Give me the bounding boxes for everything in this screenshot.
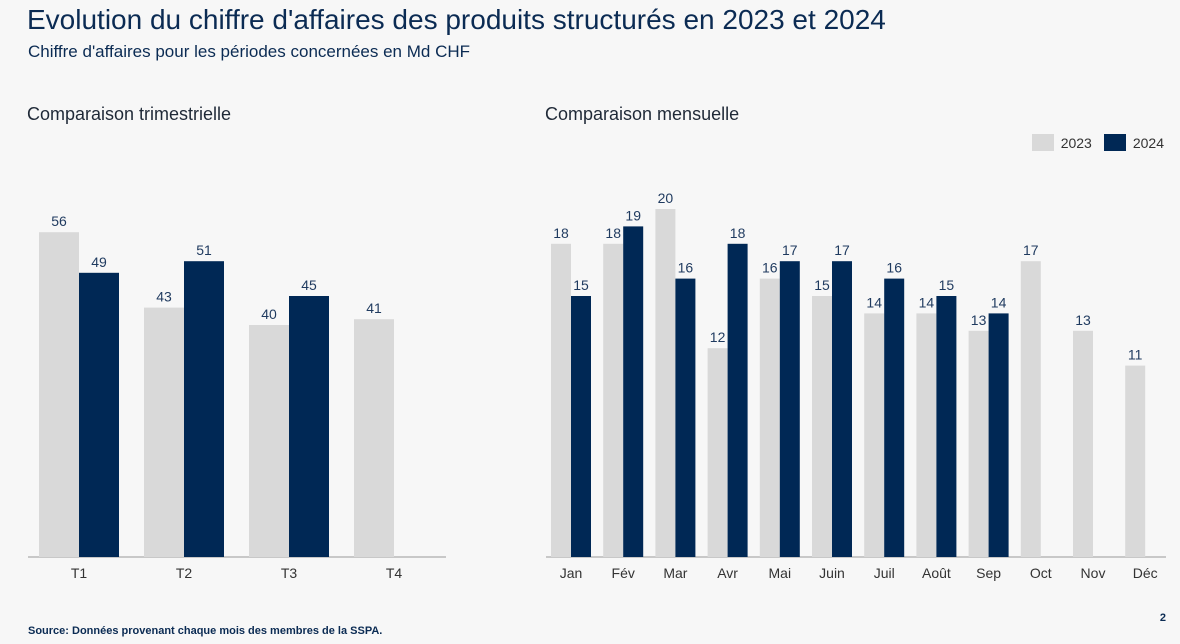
data-label-monthly-2024-1: 19: [625, 207, 641, 223]
tick-label-quarterly-3: T4: [386, 565, 403, 581]
data-label-monthly-2023-10: 13: [1075, 312, 1091, 328]
legend: 2023 2024: [1020, 134, 1164, 151]
tick-label-quarterly-0: T1: [71, 565, 88, 581]
tick-label-monthly-7: Août: [922, 565, 951, 581]
bar-quarterly-2024-1: [184, 261, 224, 557]
data-label-monthly-2024-3: 18: [730, 225, 746, 241]
bar-quarterly-2024-2: [289, 296, 329, 557]
tick-label-monthly-5: Juin: [819, 565, 845, 581]
bar-monthly-2023-5: [812, 296, 832, 557]
data-label-quarterly-2023-1: 43: [156, 289, 172, 305]
bar-quarterly-2023-0: [39, 232, 79, 557]
bar-monthly-2023-1: [603, 243, 624, 558]
bar-monthly-2023-8: [968, 330, 989, 557]
tick-label-monthly-1: Fév: [612, 565, 635, 581]
legend-item-2023: 2023: [1031, 134, 1092, 151]
bar-monthly-2023-11: [1125, 365, 1146, 557]
legend-item-2024: 2024: [1103, 134, 1164, 151]
bar-monthly-2024-0: [571, 296, 591, 557]
bar-monthly-2023-3: [707, 348, 728, 557]
data-label-monthly-2023-8: 13: [971, 312, 987, 328]
bar-quarterly-2024-0: [79, 272, 119, 557]
data-label-monthly-2023-5: 15: [814, 277, 830, 293]
tick-label-monthly-8: Sep: [976, 565, 1001, 581]
data-label-monthly-2024-8: 14: [991, 294, 1007, 310]
data-label-monthly-2023-2: 20: [658, 190, 674, 206]
bar-monthly-2024-2: [675, 278, 696, 557]
bar-monthly-2023-10: [1073, 330, 1093, 557]
monthly-chart-title: Comparaison mensuelle: [545, 104, 740, 124]
legend-swatch-2024: [1103, 134, 1126, 151]
bar-monthly-2024-6: [884, 278, 905, 557]
data-label-quarterly-2023-3: 41: [366, 300, 382, 316]
bar-monthly-2024-8: [988, 313, 1009, 557]
quarterly-chart-title: Comparaison trimestrielle: [27, 104, 232, 124]
data-label-monthly-2023-9: 17: [1023, 242, 1039, 258]
legend-swatch-2023: [1031, 134, 1054, 151]
data-label-monthly-2023-11: 11: [1128, 347, 1143, 363]
bar-monthly-2023-9: [1020, 261, 1041, 557]
bar-monthly-2024-3: [727, 243, 748, 558]
tick-label-monthly-0: Jan: [560, 565, 583, 581]
data-label-quarterly-2024-0: 49: [91, 254, 107, 270]
data-label-quarterly-2023-0: 56: [51, 213, 67, 229]
data-label-monthly-2024-2: 16: [678, 260, 694, 276]
bar-monthly-2023-7: [916, 313, 937, 557]
bar-monthly-2023-0: [551, 243, 571, 558]
data-label-monthly-2024-0: 15: [573, 277, 589, 293]
data-label-quarterly-2023-2: 40: [261, 306, 277, 322]
bar-monthly-2024-5: [832, 261, 852, 557]
legend-label-2024: 2024: [1132, 134, 1164, 151]
data-label-monthly-2023-1: 18: [605, 225, 621, 241]
bar-monthly-2023-6: [864, 313, 885, 557]
bar-monthly-2023-2: [655, 209, 676, 557]
data-label-monthly-2023-0: 18: [553, 225, 569, 241]
data-label-monthly-2024-5: 17: [834, 242, 850, 258]
tick-label-monthly-2: Mar: [663, 565, 687, 581]
bar-quarterly-2023-3: [354, 319, 394, 557]
data-label-quarterly-2024-1: 51: [196, 242, 212, 258]
tick-label-monthly-6: Juil: [874, 565, 895, 581]
tick-label-quarterly-2: T3: [281, 565, 298, 581]
bar-monthly-2024-4: [779, 261, 800, 557]
source-note: Source: Données provenant chaque mois de…: [28, 625, 383, 637]
data-label-monthly-2024-4: 17: [782, 242, 798, 258]
tick-label-monthly-11: Déc: [1133, 565, 1158, 581]
bar-monthly-2023-4: [759, 278, 780, 557]
bar-quarterly-2023-1: [144, 307, 184, 557]
tick-label-monthly-4: Mai: [769, 565, 792, 581]
data-label-monthly-2023-7: 14: [919, 294, 935, 310]
data-label-monthly-2024-6: 16: [886, 260, 902, 276]
tick-label-monthly-3: Avr: [717, 565, 738, 581]
page-title: Evolution du chiffre d'affaires des prod…: [27, 4, 886, 35]
data-label-monthly-2023-4: 16: [762, 260, 778, 276]
tick-label-monthly-10: Nov: [1081, 565, 1106, 581]
page-number: 2: [1159, 612, 1166, 624]
page-subtitle: Chiffre d'affaires pour les périodes con…: [28, 42, 471, 61]
data-label-quarterly-2024-2: 45: [301, 277, 317, 293]
tick-label-monthly-9: Oct: [1030, 565, 1052, 581]
data-label-monthly-2024-7: 15: [939, 277, 955, 293]
data-label-monthly-2023-6: 14: [866, 294, 882, 310]
bar-monthly-2024-7: [936, 296, 957, 557]
tick-label-quarterly-1: T2: [176, 565, 193, 581]
bar-monthly-2024-1: [623, 226, 644, 557]
data-label-monthly-2023-3: 12: [710, 329, 726, 345]
legend-label-2023: 2023: [1060, 134, 1092, 151]
bar-quarterly-2023-2: [249, 325, 289, 557]
